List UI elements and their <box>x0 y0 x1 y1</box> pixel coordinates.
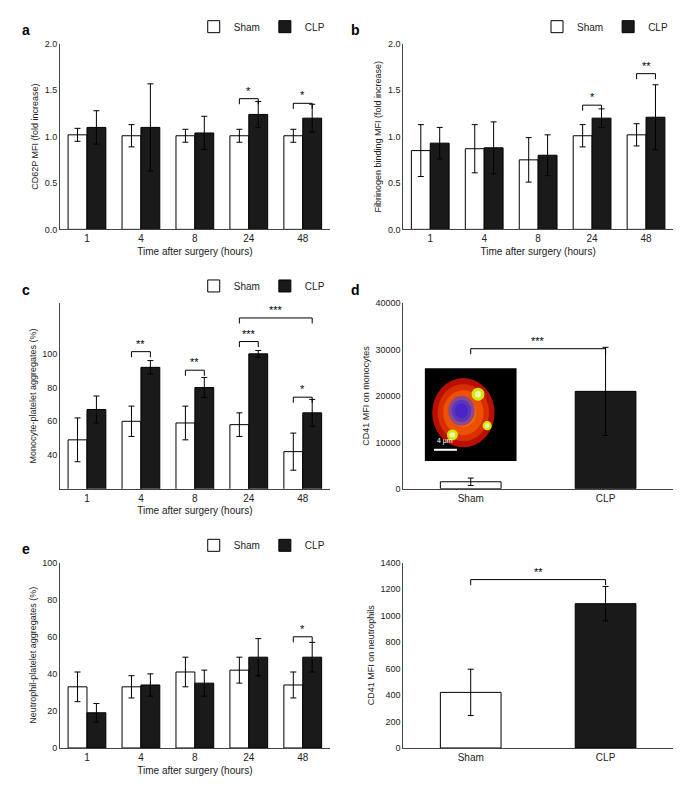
svg-text:48: 48 <box>297 233 309 244</box>
svg-text:*: * <box>300 383 305 395</box>
svg-text:24: 24 <box>243 752 255 763</box>
svg-text:1: 1 <box>84 233 90 244</box>
svg-text:4: 4 <box>138 752 144 763</box>
svg-text:0.0: 0.0 <box>388 225 401 235</box>
svg-text:20000: 20000 <box>375 391 400 401</box>
svg-text:***: *** <box>269 304 283 316</box>
svg-text:8: 8 <box>192 233 198 244</box>
svg-text:80: 80 <box>47 595 57 605</box>
svg-text:48: 48 <box>297 752 309 763</box>
svg-text:1: 1 <box>427 233 433 244</box>
svg-text:40000: 40000 <box>375 298 400 308</box>
svg-text:*: * <box>590 91 595 103</box>
svg-text:CD41 MFI on monocytes: CD41 MFI on monocytes <box>361 346 371 446</box>
svg-text:a: a <box>22 22 30 38</box>
svg-text:60: 60 <box>47 632 57 642</box>
svg-text:CLP: CLP <box>305 540 325 551</box>
svg-text:60: 60 <box>47 416 57 426</box>
svg-text:Sham: Sham <box>234 540 260 551</box>
svg-text:CLP: CLP <box>305 281 325 292</box>
svg-text:CD41 MFI on neutrophils: CD41 MFI on neutrophils <box>366 605 376 706</box>
svg-text:**: ** <box>136 338 145 350</box>
svg-text:4: 4 <box>481 233 487 244</box>
svg-text:Time after surgery (hours): Time after surgery (hours) <box>137 505 252 516</box>
svg-text:Sham: Sham <box>577 22 603 33</box>
svg-text:Fibrinogen binding MFI (fold i: Fibrinogen binding MFI (fold increase) <box>373 61 383 213</box>
svg-text:CLP: CLP <box>596 752 616 763</box>
svg-text:1200: 1200 <box>380 584 400 594</box>
svg-text:0.5: 0.5 <box>388 178 401 188</box>
svg-text:600: 600 <box>385 664 400 674</box>
svg-text:b: b <box>351 22 360 38</box>
svg-text:1.0: 1.0 <box>388 132 401 142</box>
svg-text:100: 100 <box>42 558 57 568</box>
svg-text:CLP: CLP <box>648 22 668 33</box>
svg-text:40: 40 <box>47 669 57 679</box>
svg-text:2.0: 2.0 <box>45 39 58 49</box>
svg-text:CLP: CLP <box>305 22 325 33</box>
svg-text:CLP: CLP <box>596 493 616 504</box>
svg-text:24: 24 <box>587 233 599 244</box>
svg-text:*: * <box>246 85 251 97</box>
svg-text:24: 24 <box>243 493 255 504</box>
svg-text:0: 0 <box>395 743 400 753</box>
svg-text:Sham: Sham <box>234 22 260 33</box>
svg-text:*: * <box>300 89 305 101</box>
svg-text:1: 1 <box>84 493 90 504</box>
svg-text:800: 800 <box>385 637 400 647</box>
svg-text:80: 80 <box>47 383 57 393</box>
svg-text:Sham: Sham <box>234 281 260 292</box>
svg-text:40: 40 <box>47 450 57 460</box>
svg-text:0.5: 0.5 <box>45 178 58 188</box>
svg-text:8: 8 <box>535 233 541 244</box>
svg-text:8: 8 <box>192 493 198 504</box>
svg-text:0.0: 0.0 <box>45 225 58 235</box>
svg-text:e: e <box>22 541 30 557</box>
svg-text:***: *** <box>531 335 545 347</box>
svg-text:20: 20 <box>47 706 57 716</box>
svg-text:1.0: 1.0 <box>45 132 58 142</box>
svg-text:4 μm: 4 μm <box>437 437 453 445</box>
svg-text:1: 1 <box>84 752 90 763</box>
svg-text:Sham: Sham <box>458 493 484 504</box>
svg-text:Sham: Sham <box>458 752 484 763</box>
svg-text:d: d <box>351 282 360 298</box>
svg-text:Time after surgery (hours): Time after surgery (hours) <box>137 765 252 776</box>
svg-text:1000: 1000 <box>380 611 400 621</box>
svg-text:c: c <box>22 282 30 298</box>
svg-text:1400: 1400 <box>380 558 400 568</box>
svg-text:2.0: 2.0 <box>388 39 401 49</box>
svg-text:Neutrophil-platelet aggregates: Neutrophil-platelet aggregates (%) <box>28 587 38 724</box>
svg-text:**: ** <box>190 356 199 368</box>
svg-text:Monocyte-platelet aggregates (: Monocyte-platelet aggregates (%) <box>28 328 38 463</box>
svg-text:30000: 30000 <box>375 345 400 355</box>
svg-text:200: 200 <box>385 717 400 727</box>
svg-text:1.5: 1.5 <box>388 85 401 95</box>
svg-text:Time after surgery (hours): Time after surgery (hours) <box>481 246 596 257</box>
svg-text:4: 4 <box>138 233 144 244</box>
svg-text:10000: 10000 <box>375 438 400 448</box>
svg-text:400: 400 <box>385 690 400 700</box>
svg-text:100: 100 <box>42 349 57 359</box>
svg-text:8: 8 <box>192 752 198 763</box>
svg-text:24: 24 <box>243 233 255 244</box>
svg-text:***: *** <box>242 328 256 340</box>
svg-text:1.5: 1.5 <box>45 85 58 95</box>
svg-text:48: 48 <box>297 493 309 504</box>
svg-text:48: 48 <box>640 233 652 244</box>
svg-text:CD62P MFI (fold increase): CD62P MFI (fold increase) <box>30 83 40 189</box>
svg-text:**: ** <box>642 60 651 72</box>
svg-text:**: ** <box>534 566 543 578</box>
svg-text:0: 0 <box>52 743 57 753</box>
svg-text:0: 0 <box>395 484 400 494</box>
svg-text:4: 4 <box>138 493 144 504</box>
svg-text:*: * <box>300 623 305 635</box>
svg-text:Time after surgery (hours): Time after surgery (hours) <box>137 246 252 257</box>
